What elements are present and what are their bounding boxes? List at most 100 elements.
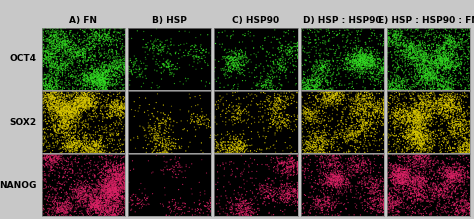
Point [45, 58, 53, 62]
Point [459, 127, 466, 131]
Point [367, 196, 374, 200]
Point [393, 173, 401, 176]
Point [39, 127, 46, 131]
Point [64, 109, 71, 112]
Point [114, 168, 121, 171]
Point [121, 62, 129, 66]
Point [394, 172, 402, 176]
Point [118, 44, 126, 48]
Point [206, 119, 213, 122]
Point [75, 135, 82, 138]
Point [262, 184, 270, 187]
Point [346, 60, 354, 64]
Point [389, 165, 396, 168]
Point [110, 182, 118, 186]
Point [436, 112, 443, 116]
Point [88, 83, 96, 87]
Point [240, 201, 248, 205]
Point [251, 158, 258, 162]
Point [119, 113, 127, 117]
Point [85, 150, 92, 153]
Point [412, 133, 420, 137]
Point [88, 98, 96, 101]
Point [403, 134, 411, 137]
Point [279, 99, 287, 102]
Point [73, 114, 80, 118]
Point [105, 164, 112, 167]
Point [88, 144, 96, 148]
Point [56, 155, 64, 159]
Point [110, 30, 118, 34]
Point [386, 51, 394, 54]
Point [97, 68, 104, 72]
Point [84, 151, 92, 155]
Point [444, 104, 452, 107]
Point [270, 111, 277, 115]
Point [74, 113, 82, 117]
Point [346, 82, 354, 85]
Point [403, 174, 411, 177]
Point [38, 49, 46, 53]
Point [357, 167, 365, 171]
Point [456, 38, 464, 41]
Point [101, 203, 109, 206]
Point [441, 54, 449, 57]
Point [63, 92, 71, 96]
Point [40, 149, 48, 153]
Point [424, 55, 431, 58]
Point [48, 83, 56, 87]
Point [57, 102, 65, 106]
Point [315, 149, 322, 152]
Point [366, 65, 374, 68]
Point [450, 106, 458, 109]
Point [402, 122, 410, 125]
Point [398, 164, 405, 167]
Point [110, 169, 118, 173]
Point [397, 108, 404, 111]
Point [230, 149, 237, 153]
Point [265, 104, 273, 107]
Point [444, 169, 451, 173]
Point [414, 151, 422, 155]
Point [447, 99, 455, 102]
Point [61, 95, 68, 99]
Point [451, 40, 458, 43]
Point [425, 66, 432, 70]
Point [272, 58, 279, 62]
Point [257, 151, 265, 154]
Point [332, 136, 340, 140]
Point [271, 84, 279, 88]
Point [357, 49, 365, 52]
Point [183, 42, 191, 45]
Point [53, 106, 60, 109]
Point [315, 200, 322, 204]
Point [333, 145, 341, 148]
Point [108, 208, 116, 212]
Point [409, 30, 417, 34]
Point [393, 30, 401, 33]
Point [172, 173, 180, 176]
Point [301, 118, 309, 122]
Point [318, 58, 326, 62]
Point [284, 122, 292, 125]
Point [131, 109, 139, 112]
Point [114, 143, 121, 146]
Point [463, 123, 471, 127]
Point [119, 190, 127, 194]
Point [384, 132, 392, 136]
Point [325, 119, 332, 123]
Point [111, 196, 119, 200]
Point [92, 65, 100, 68]
Point [54, 128, 62, 132]
Point [98, 127, 106, 131]
Point [293, 44, 301, 48]
Point [271, 121, 279, 125]
Point [73, 51, 81, 54]
Point [436, 27, 443, 30]
Point [354, 153, 362, 157]
Point [206, 204, 213, 208]
Point [103, 156, 110, 160]
Point [319, 89, 327, 93]
Point [110, 188, 118, 192]
Point [99, 194, 107, 198]
